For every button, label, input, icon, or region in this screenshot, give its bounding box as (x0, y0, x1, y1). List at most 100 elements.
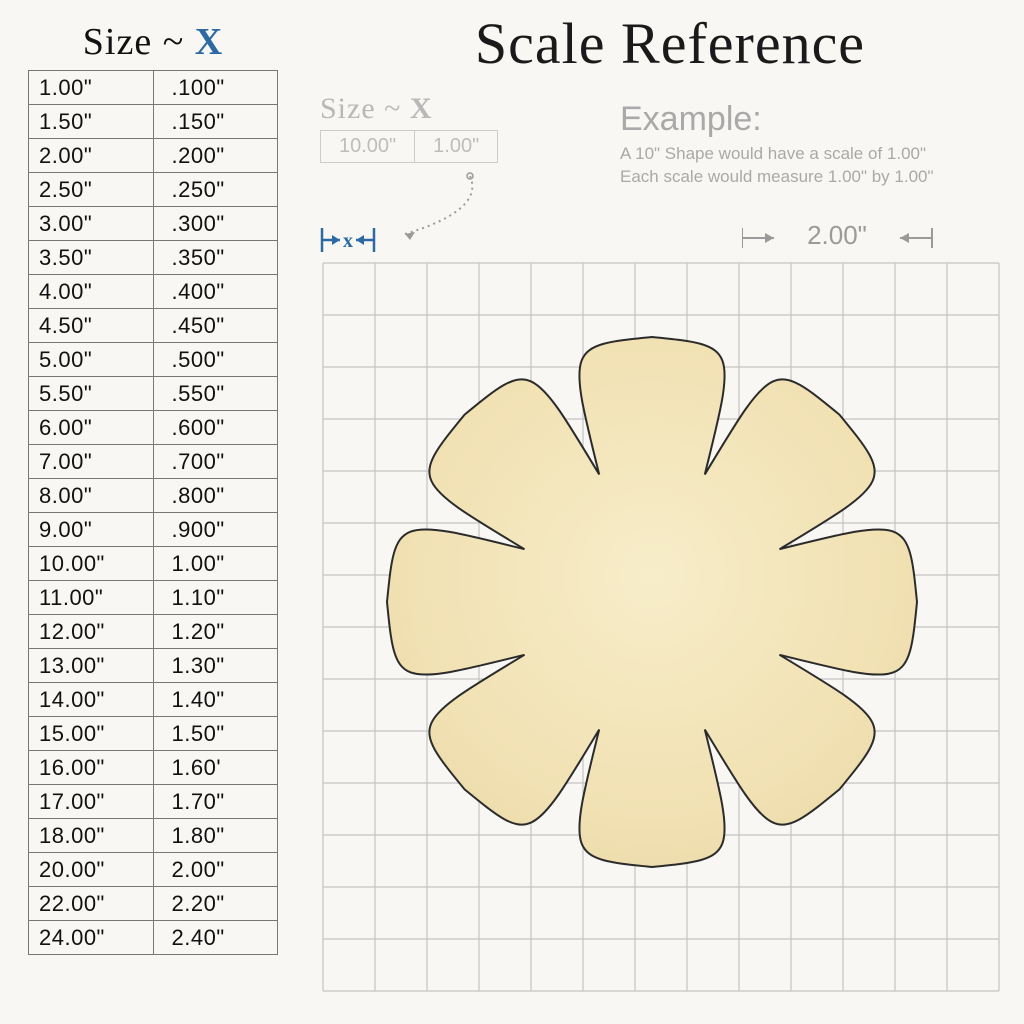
table-cell: .350" (153, 241, 278, 275)
scale-marker-label: 2.00" (742, 220, 932, 251)
table-row: 11.00"1.10" (29, 581, 278, 615)
table-row: 2.00".200" (29, 139, 278, 173)
table-row: 15.00"1.50" (29, 717, 278, 751)
table-cell: .500" (153, 343, 278, 377)
table-cell: .800" (153, 479, 278, 513)
table-cell: 12.00" (29, 615, 154, 649)
mini-right: 1.00" (415, 131, 498, 163)
table-row: 17.00"1.70" (29, 785, 278, 819)
table-cell: 1.30" (153, 649, 278, 683)
mini-size-prefix: Size ~ (320, 92, 410, 125)
table-row: 4.50".450" (29, 309, 278, 343)
table-row: 7.00".700" (29, 445, 278, 479)
table-cell: 1.40" (153, 683, 278, 717)
table-cell: .150" (153, 105, 278, 139)
table-cell: 13.00" (29, 649, 154, 683)
table-row: 20.00"2.00" (29, 853, 278, 887)
size-header-x: X (195, 21, 223, 63)
table-cell: 14.00" (29, 683, 154, 717)
table-row: 22.00"2.20" (29, 887, 278, 921)
table-cell: 6.00" (29, 411, 154, 445)
table-cell: .400" (153, 275, 278, 309)
table-cell: .450" (153, 309, 278, 343)
table-cell: 5.00" (29, 343, 154, 377)
table-cell: 18.00" (29, 819, 154, 853)
size-table-panel: Size ~ X 1.00".100"1.50".150"2.00".200"2… (28, 20, 278, 955)
table-cell: .100" (153, 71, 278, 105)
table-row: 18.00"1.80" (29, 819, 278, 853)
table-cell: 1.50" (29, 105, 154, 139)
table-cell: 1.20" (153, 615, 278, 649)
mini-size-header: Size ~ X (320, 92, 550, 126)
mini-left: 10.00" (321, 131, 415, 163)
table-row: 1.00".100" (29, 71, 278, 105)
table-row: 16.00"1.60' (29, 751, 278, 785)
table-cell: 2.00" (29, 139, 154, 173)
table-cell: .300" (153, 207, 278, 241)
table-cell: 1.50" (153, 717, 278, 751)
table-cell: 17.00" (29, 785, 154, 819)
table-cell: .700" (153, 445, 278, 479)
table-row: 12.00"1.20" (29, 615, 278, 649)
table-cell: 4.00" (29, 275, 154, 309)
table-cell: .900" (153, 513, 278, 547)
table-cell: 5.50" (29, 377, 154, 411)
table-row: 14.00"1.40" (29, 683, 278, 717)
table-cell: 24.00" (29, 921, 154, 955)
table-cell: 1.70" (153, 785, 278, 819)
table-row: 2.50".250" (29, 173, 278, 207)
table-row: 1.50".150" (29, 105, 278, 139)
mini-size-table: 10.00" 1.00" (320, 130, 498, 163)
table-cell: 7.00" (29, 445, 154, 479)
table-row: 13.00"1.30" (29, 649, 278, 683)
example-line1: A 10" Shape would have a scale of 1.00" (620, 143, 1000, 166)
table-cell: 9.00" (29, 513, 154, 547)
table-cell: 16.00" (29, 751, 154, 785)
table-row: 9.00".900" (29, 513, 278, 547)
mini-size-x: X (410, 92, 433, 125)
table-cell: 2.50" (29, 173, 154, 207)
page-title: Scale Reference (340, 10, 1000, 77)
x-marker-label: x (343, 230, 353, 252)
size-header: Size ~ X (28, 20, 278, 64)
size-table: 1.00".100"1.50".150"2.00".200"2.50".250"… (28, 70, 278, 955)
table-cell: 1.60' (153, 751, 278, 785)
table-cell: 1.80" (153, 819, 278, 853)
table-cell: .250" (153, 173, 278, 207)
table-row: 8.00".800" (29, 479, 278, 513)
table-row: 5.50".550" (29, 377, 278, 411)
scale-dimension-marker: 2.00" (742, 218, 932, 258)
table-cell: 1.00" (153, 547, 278, 581)
table-cell: 2.40" (153, 921, 278, 955)
flower-shape-icon (372, 322, 932, 882)
table-cell: 8.00" (29, 479, 154, 513)
table-row: 4.00".400" (29, 275, 278, 309)
table-row: 3.00".300" (29, 207, 278, 241)
table-cell: 4.50" (29, 309, 154, 343)
table-row: 10.00" 1.00" (321, 131, 498, 163)
table-row: 3.50".350" (29, 241, 278, 275)
table-cell: 11.00" (29, 581, 154, 615)
table-cell: 1.00" (29, 71, 154, 105)
mini-size-panel: Size ~ X 10.00" 1.00" (320, 92, 550, 163)
table-row: 10.00"1.00" (29, 547, 278, 581)
table-cell: 2.00" (153, 853, 278, 887)
table-cell: 3.50" (29, 241, 154, 275)
table-cell: 15.00" (29, 717, 154, 751)
table-row: 24.00"2.40" (29, 921, 278, 955)
table-row: 6.00".600" (29, 411, 278, 445)
table-cell: 10.00" (29, 547, 154, 581)
example-line2: Each scale would measure 1.00" by 1.00" (620, 166, 1000, 189)
table-cell: .550" (153, 377, 278, 411)
table-cell: 1.10" (153, 581, 278, 615)
table-cell: .200" (153, 139, 278, 173)
table-cell: 2.20" (153, 887, 278, 921)
table-cell: 20.00" (29, 853, 154, 887)
table-cell: 3.00" (29, 207, 154, 241)
table-row: 5.00".500" (29, 343, 278, 377)
example-panel: Example: A 10" Shape would have a scale … (620, 100, 1000, 189)
size-header-prefix: Size ~ (83, 21, 195, 63)
table-cell: 22.00" (29, 887, 154, 921)
table-cell: .600" (153, 411, 278, 445)
example-title: Example: (620, 100, 1000, 139)
